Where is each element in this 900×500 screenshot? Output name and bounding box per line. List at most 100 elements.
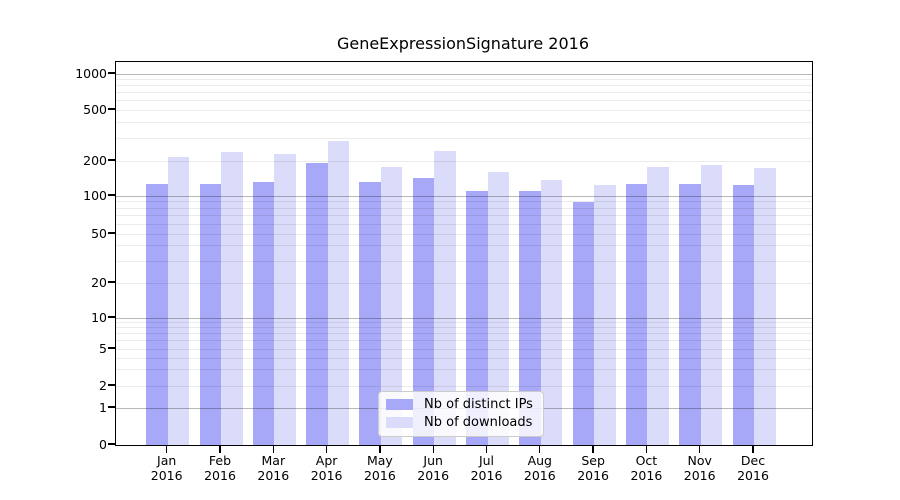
bar-distinct-ips-nov: [679, 183, 701, 445]
xtick-year-jul: 2016: [470, 468, 503, 483]
gridline-minor-2: [116, 385, 812, 387]
gridline-minor-30: [116, 260, 812, 262]
ytick-mark-10: [108, 316, 115, 318]
gridline-minor-60: [116, 223, 812, 225]
xtick-label-jul: Jul 2016: [455, 453, 519, 483]
gridline-minor-400: [116, 121, 812, 123]
xtick-label-mar: Mar 2016: [241, 453, 305, 483]
xtick-mark-jan: [166, 445, 168, 453]
xtick-year-apr: 2016: [310, 468, 343, 483]
xtick-year-jan: 2016: [150, 468, 183, 483]
bar-downloads-jul: [487, 171, 509, 445]
xtick-label-sep: Sep 2016: [561, 453, 625, 483]
ytick-mark-5: [108, 347, 115, 349]
xtick-year-jun: 2016: [417, 468, 450, 483]
bar-distinct-ips-may: [359, 182, 381, 445]
xtick-year-dec: 2016: [737, 468, 769, 483]
ytick-mark-2: [108, 384, 115, 386]
xtick-year-aug: 2016: [523, 468, 556, 483]
ytick-mark-1: [108, 406, 115, 408]
xtick-mark-feb: [219, 445, 221, 453]
bar-downloads-feb: [221, 152, 243, 445]
bar-distinct-ips-dec: [732, 184, 754, 445]
ytick-mark-0: [108, 443, 115, 445]
xtick-year-may: 2016: [363, 468, 396, 483]
ytick-label-200: 200: [83, 152, 107, 168]
legend: Nb of distinct IPs Nb of downloads: [378, 391, 544, 437]
gridline-minor-6: [116, 340, 812, 342]
bar-downloads-nov: [700, 165, 723, 445]
ytick-mark-500: [108, 108, 115, 110]
gridline-minor-200: [116, 160, 812, 162]
ytick-mark-1000: [108, 72, 115, 74]
xtick-mark-nov: [699, 445, 701, 453]
xtick-year-feb: 2016: [204, 468, 236, 483]
xtick-year-sep: 2016: [577, 468, 609, 483]
chart-title: GeneExpressionSignature 2016: [336, 34, 590, 53]
bar-distinct-ips-apr: [306, 162, 328, 445]
ytick-label-100: 100: [83, 187, 107, 203]
gridline-minor-9: [116, 322, 812, 324]
gridline-minor-3: [116, 369, 812, 371]
bar-downloads-sep: [594, 184, 616, 445]
xtick-mark-jun: [432, 445, 434, 453]
xtick-mark-jul: [485, 445, 488, 453]
bar-distinct-ips-jun: [412, 177, 435, 445]
bar-distinct-ips-mar: [252, 181, 275, 445]
gridline-minor-5: [116, 348, 812, 350]
gridline-minor-700: [116, 92, 812, 94]
bar-distinct-ips-jan: [146, 183, 168, 445]
ytick-label-5: 5: [99, 340, 107, 356]
gridline-major-100: [116, 195, 812, 197]
gridline-minor-300: [116, 137, 812, 139]
gridline-minor-7: [116, 333, 812, 335]
gridline-minor-8: [116, 327, 812, 329]
gridline-minor-80: [116, 207, 812, 209]
ytick-label-0: 0: [99, 436, 107, 452]
xtick-label-jan: Jan 2016: [135, 453, 199, 483]
gridline-minor-40: [116, 245, 812, 247]
ytick-label-500: 500: [83, 101, 107, 117]
bar-downloads-mar: [274, 153, 296, 445]
bar-downloads-jun: [434, 151, 456, 445]
gridline-minor-600: [116, 100, 812, 102]
gridline-minor-20: [116, 282, 812, 284]
bar-distinct-ips-jul: [466, 190, 488, 445]
ytick-label-1000: 1000: [75, 65, 107, 81]
xtick-label-apr: Apr 2016: [295, 453, 359, 483]
gridline-minor-70: [116, 215, 812, 217]
gridline-major-10: [116, 317, 812, 319]
xtick-mark-dec: [752, 445, 754, 453]
bar-distinct-ips-oct: [625, 183, 648, 445]
xtick-label-dec: Dec 2016: [721, 453, 785, 483]
legend-item-distinct-ips: Nb of distinct IPs: [386, 397, 535, 412]
ytick-label-1: 1: [99, 399, 107, 415]
gridline-minor-900: [116, 78, 812, 80]
ytick-label-2: 2: [99, 377, 107, 393]
legend-item-downloads: Nb of downloads: [386, 415, 535, 430]
bar-distinct-ips-sep: [572, 201, 595, 445]
ytick-label-10: 10: [91, 309, 107, 325]
xtick-year-oct: 2016: [630, 468, 663, 483]
xtick-mark-may: [379, 445, 381, 453]
bar-downloads-aug: [540, 180, 563, 445]
legend-swatch-distinct-ips: [386, 399, 413, 410]
xtick-mark-sep: [592, 445, 594, 453]
xtick-label-jun: Jun 2016: [401, 453, 465, 483]
bar-distinct-ips-aug: [519, 190, 541, 445]
bar-downloads-oct: [647, 166, 669, 445]
xtick-label-aug: Aug 2016: [508, 453, 572, 483]
xtick-year-mar: 2016: [257, 468, 290, 483]
gridline-minor-90: [116, 201, 812, 203]
xtick-mark-mar: [272, 445, 274, 453]
ytick-mark-20: [108, 281, 115, 283]
legend-swatch-downloads: [386, 417, 413, 428]
xtick-mark-aug: [539, 445, 541, 453]
bar-distinct-ips-feb: [199, 184, 221, 445]
xtick-mark-oct: [645, 445, 648, 453]
xtick-year-nov: 2016: [683, 468, 716, 483]
xtick-label-may: May 2016: [348, 453, 412, 483]
gridline-major-1000: [116, 73, 812, 75]
xtick-label-nov: Nov 2016: [668, 453, 732, 483]
